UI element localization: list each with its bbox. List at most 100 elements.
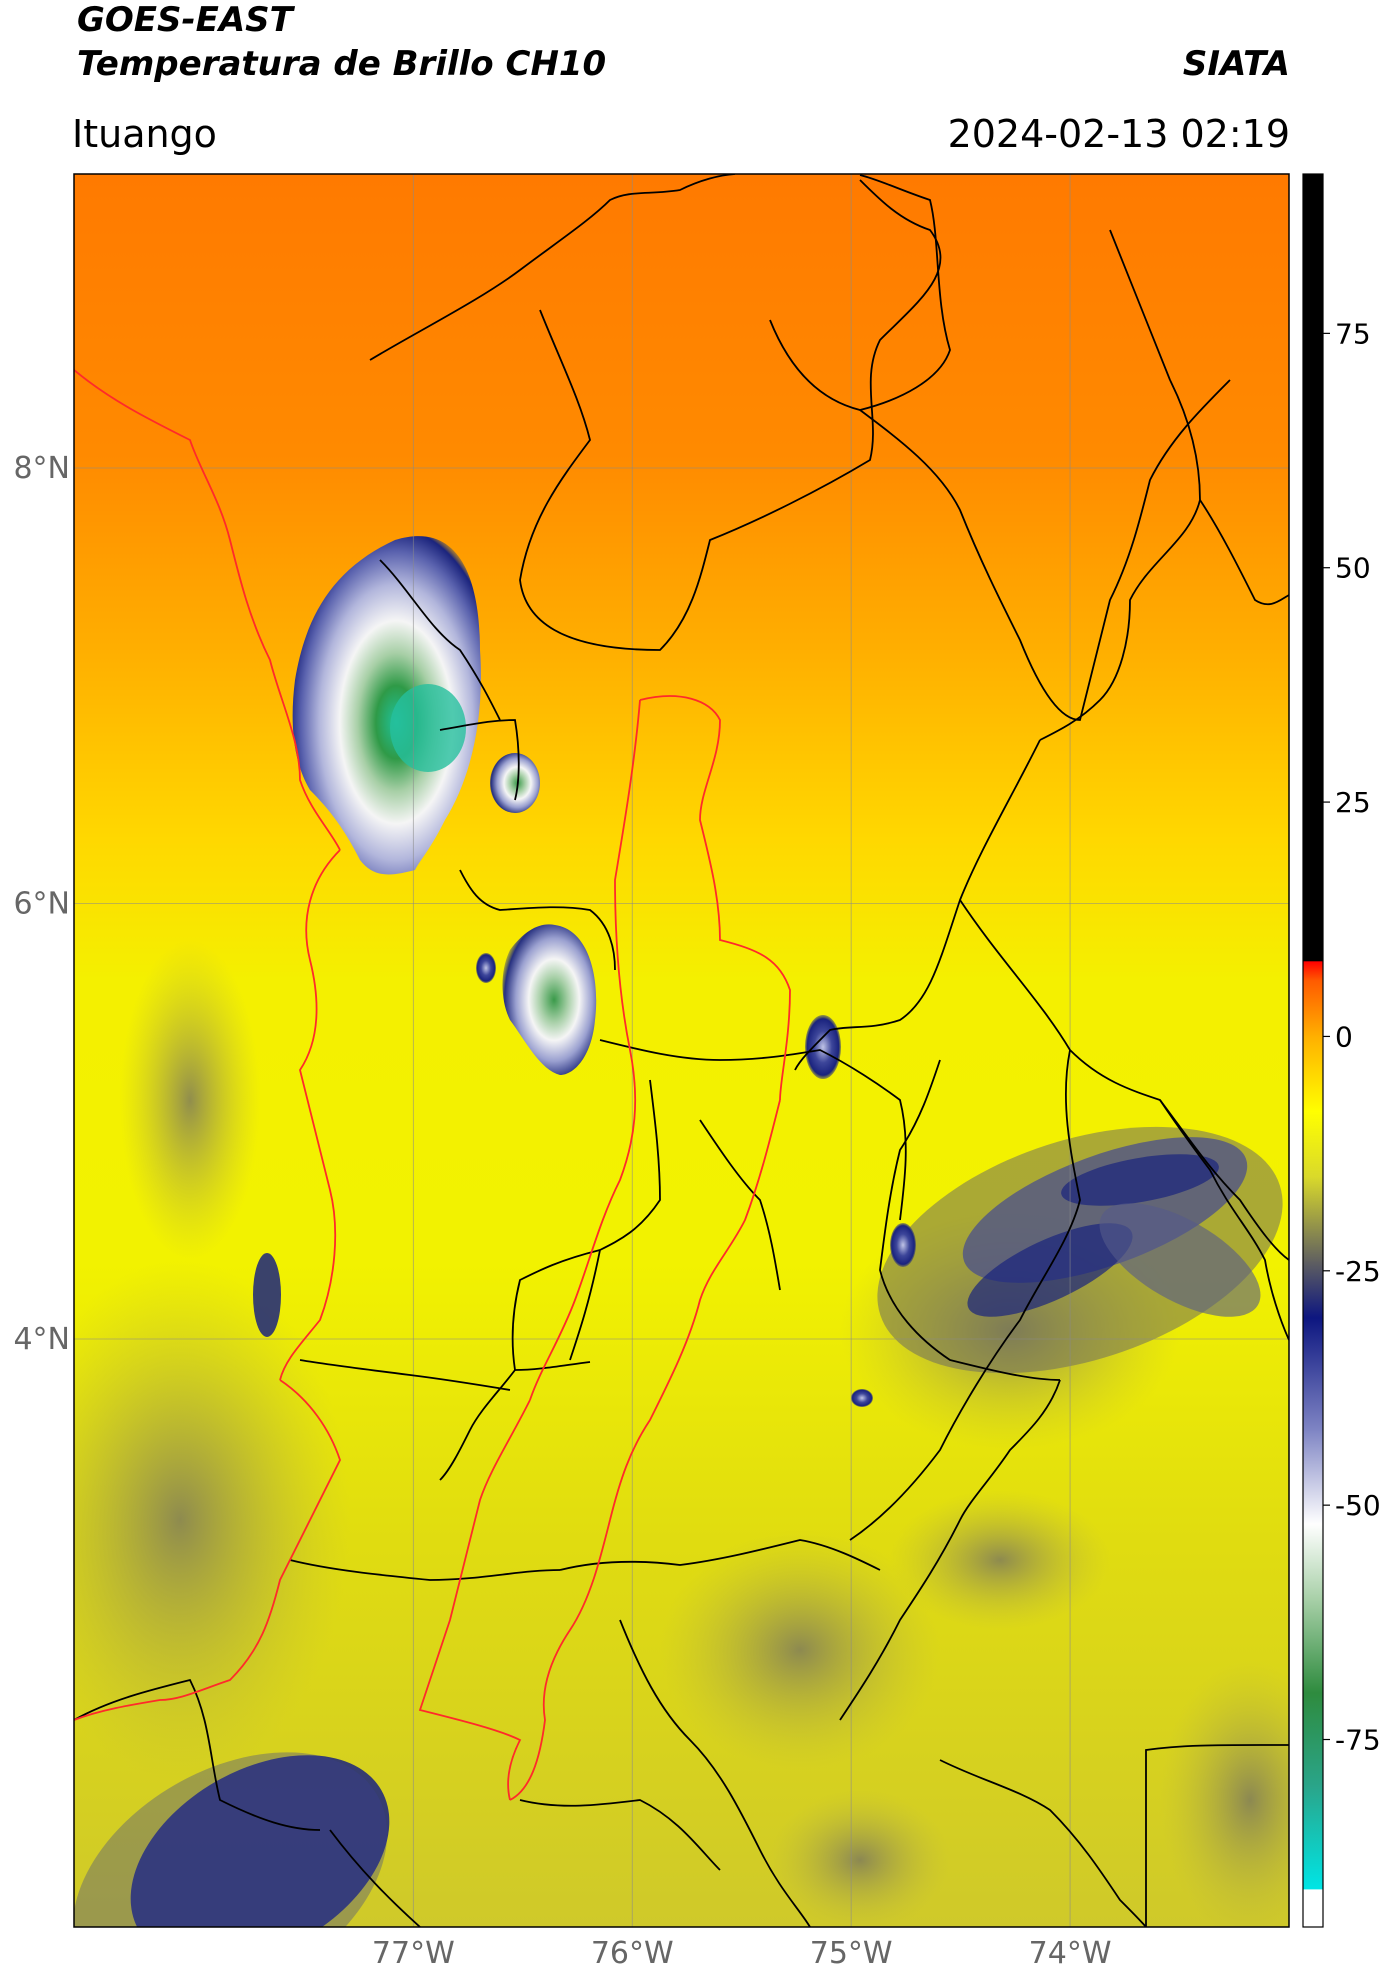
colorbar-band: [1303, 1598, 1323, 1694]
colorbar-band: [1303, 1889, 1323, 1928]
border-line: [699, 1119, 781, 1291]
border-line: [559, 1539, 881, 1571]
border-line: [299, 1359, 511, 1391]
red-boundary: [609, 1099, 781, 1521]
southwest-cloud: [130, 1755, 390, 1927]
border-line: [859, 379, 1231, 721]
grey-cloud-patch: [120, 940, 260, 1260]
colorbar-tick-label: 75: [1335, 317, 1371, 350]
border-line: [439, 719, 520, 801]
colorbar-tick-label: 25: [1335, 786, 1371, 819]
colorbar-tick-label: -25: [1335, 1255, 1381, 1288]
border-line: [511, 1249, 601, 1371]
border-line: [839, 1379, 1061, 1721]
colorbar-band: [1303, 1111, 1323, 1178]
lon-tick-label: 75°W: [810, 1936, 893, 1971]
border-line: [794, 739, 1041, 1071]
colorbar-tick-label: -75: [1335, 1724, 1381, 1757]
colorbar-ticks: 75 50 25 0 -25 -50 -75: [1323, 317, 1381, 1757]
border-line: [369, 174, 736, 361]
red-boundaries: [74, 369, 791, 1801]
agency-label: SIATA: [1182, 44, 1290, 84]
colorbar-band: [1303, 980, 1323, 1037]
colorbar-band: [1303, 1888, 1323, 1891]
red-boundary: [639, 695, 791, 1101]
border-line: [599, 1039, 907, 1221]
border-line: [879, 1059, 1061, 1381]
west-cloud-streak: [253, 1253, 281, 1337]
border-line: [769, 174, 951, 411]
border-line: [1039, 229, 1201, 741]
border-line: [329, 1829, 421, 1927]
colorbar-frame: [1302, 173, 1324, 1928]
black-borders: [74, 174, 1289, 1927]
grey-cloud-patch: [74, 1260, 350, 1780]
grey-cloud-patch: [1160, 1660, 1289, 1927]
grey-cloud-patch: [890, 1490, 1110, 1630]
colorbar-bands: [1303, 174, 1323, 1928]
red-boundary: [509, 1519, 611, 1801]
eastern-small-cell: [851, 1389, 873, 1407]
colorbar-band: [1303, 1692, 1323, 1787]
border-line: [1199, 499, 1289, 606]
border-line: [1145, 1744, 1289, 1927]
border-line: [569, 1079, 661, 1361]
colorbar-band: [1303, 174, 1323, 962]
small-cell-north: [490, 753, 540, 813]
border-line: [1159, 1099, 1289, 1341]
colorbar: 75 50 25 0 -25 -50 -75: [1302, 173, 1381, 1928]
timestamp-label: 2024-02-13 02:19: [947, 112, 1290, 156]
choco-convective-cell: [502, 924, 597, 1075]
map-frame: [73, 173, 1290, 1928]
choco-small-cell: [476, 953, 496, 983]
border-line: [289, 1559, 561, 1581]
eastern-small-cell: [890, 1223, 916, 1267]
colorbar-band: [1303, 1036, 1323, 1112]
lon-tick-label: 74°W: [1029, 1936, 1112, 1971]
small-cell-east: [805, 1015, 841, 1079]
lat-tick-label: 4°N: [13, 1322, 70, 1357]
lon-tick-label: 77°W: [372, 1936, 455, 1971]
border-line: [439, 1369, 516, 1481]
red-boundary: [74, 1379, 341, 1721]
colorbar-band: [1303, 1317, 1323, 1431]
border-line: [519, 1799, 721, 1871]
colorbar-band: [1303, 1177, 1323, 1262]
satellite-title: GOES-EAST: [77, 0, 293, 40]
border-line: [619, 1619, 811, 1927]
uraba-cell-core: [390, 684, 466, 772]
colorbar-band: [1303, 1430, 1323, 1525]
border-line: [939, 1759, 1147, 1927]
lon-tick-label: 76°W: [591, 1936, 674, 1971]
product-title: Temperatura de Brillo CH10: [77, 44, 607, 84]
uraba-convective-cell: [292, 536, 481, 875]
satellite-field: [74, 174, 1289, 1927]
colorbar-band: [1303, 960, 1323, 962]
grey-cloud-patch: [660, 1530, 940, 1770]
eastern-cloud-band: [1099, 1203, 1261, 1317]
grey-cloud-patch: [770, 1790, 950, 1927]
southwest-cloud-edge: [74, 1752, 388, 1927]
colorbar-band: [1303, 1786, 1323, 1890]
red-boundary: [74, 369, 341, 851]
lat-tick-label: 6°N: [13, 887, 70, 922]
colorbar-tick-label: -50: [1335, 1489, 1381, 1522]
colorbar-band: [1303, 1523, 1323, 1600]
colorbar-band: [1303, 961, 1323, 981]
map-axis-ticks: 8°N 6°N 4°N 77°W 76°W 75°W 74°W: [13, 451, 1111, 1971]
border-line: [379, 559, 501, 721]
border-line: [849, 1049, 1081, 1541]
location-label: Ituango: [72, 112, 217, 156]
eastern-cloud-band: [1061, 1154, 1219, 1206]
colorbar-band: [1303, 1261, 1323, 1319]
border-line: [519, 179, 942, 651]
colorbar-tick-label: 50: [1335, 552, 1371, 585]
red-boundary: [418, 1399, 531, 1801]
red-boundary: [529, 699, 641, 1401]
eastern-cloud-band: [967, 1223, 1133, 1317]
lat-tick-label: 8°N: [13, 451, 70, 486]
border-line: [459, 869, 616, 971]
border-line: [959, 899, 1289, 1261]
red-boundary: [279, 849, 341, 1381]
